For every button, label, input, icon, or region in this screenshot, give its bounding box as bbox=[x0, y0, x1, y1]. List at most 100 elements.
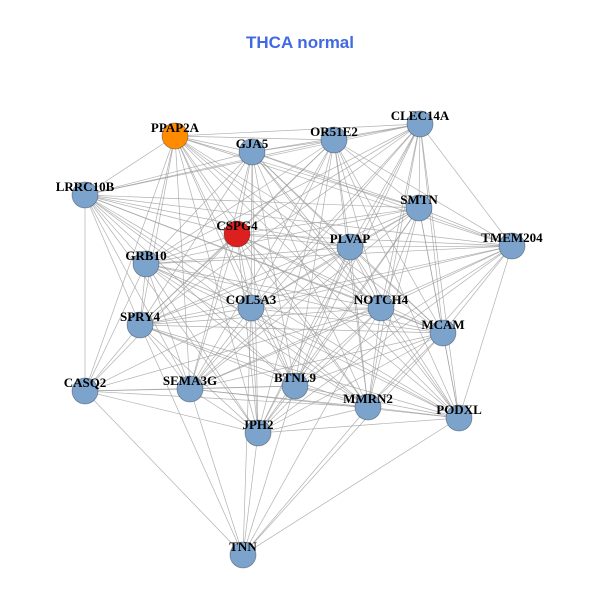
graph-edge bbox=[380, 307, 460, 419]
graph-edge bbox=[139, 324, 244, 556]
graph-edge bbox=[236, 233, 444, 334]
graph-edge bbox=[174, 135, 296, 387]
graph-edge bbox=[145, 123, 421, 265]
graph-edge bbox=[139, 135, 176, 326]
graph-edge bbox=[333, 139, 382, 309]
graph-edge bbox=[257, 245, 513, 434]
graph-edge bbox=[294, 332, 444, 387]
graph-edge bbox=[380, 245, 513, 309]
graph-node-label-sema3g: SEMA3G bbox=[163, 373, 217, 388]
graph-edge bbox=[189, 388, 259, 434]
graph-edge bbox=[419, 123, 444, 334]
graph-edge bbox=[139, 207, 420, 326]
graph-edge bbox=[442, 332, 460, 419]
graph-edge bbox=[418, 123, 421, 209]
graph-edge bbox=[145, 139, 335, 265]
graph-edge bbox=[236, 123, 421, 235]
graph-edge bbox=[242, 417, 460, 556]
graph-node-spry4 bbox=[126, 311, 154, 339]
graph-edge bbox=[257, 207, 420, 434]
graph-edge bbox=[139, 307, 252, 326]
graph-edge bbox=[250, 151, 253, 309]
graph-edge bbox=[418, 207, 513, 247]
graph-edge bbox=[145, 135, 176, 265]
graph-edge bbox=[257, 417, 460, 434]
graph-edge bbox=[145, 263, 444, 334]
graph-edge bbox=[84, 390, 369, 408]
graph-edge bbox=[242, 307, 382, 556]
graph-edge bbox=[174, 123, 421, 137]
graph-edge bbox=[236, 207, 420, 235]
graph-edge bbox=[349, 123, 421, 248]
graph-edge bbox=[139, 324, 369, 408]
graph-edge bbox=[250, 307, 296, 387]
graph-edge bbox=[139, 324, 191, 390]
graph-edge bbox=[174, 135, 420, 209]
graph-node-plvap bbox=[336, 233, 364, 261]
graph-edge bbox=[84, 135, 176, 392]
graph-edge bbox=[242, 432, 259, 556]
graph-edge bbox=[250, 307, 259, 434]
graph-edge bbox=[145, 263, 191, 390]
graph-edge bbox=[294, 307, 382, 387]
graph-node-casq2 bbox=[71, 377, 99, 405]
graph-edge bbox=[380, 207, 420, 309]
graph-edge bbox=[189, 207, 420, 390]
graph-node-sema3g bbox=[176, 375, 204, 403]
graph-edge bbox=[145, 263, 296, 387]
graph-node-label-notch4: NOTCH4 bbox=[354, 292, 409, 307]
graph-edge bbox=[349, 245, 513, 248]
graph-edge bbox=[236, 233, 259, 434]
graph-edge bbox=[145, 151, 253, 265]
graph-edge bbox=[333, 139, 351, 248]
graph-node-label-col5a3: COL5A3 bbox=[226, 292, 277, 307]
graph-edge bbox=[189, 332, 444, 390]
graph-edge bbox=[174, 135, 335, 141]
graph-edge bbox=[84, 194, 147, 265]
graph-node-col5a3 bbox=[237, 294, 265, 322]
graph-node-label-lrrc10b: LRRC10B bbox=[56, 179, 115, 194]
graph-edge bbox=[84, 194, 460, 419]
graph-edge bbox=[84, 151, 253, 196]
graph-edge bbox=[251, 151, 420, 209]
graph-edge bbox=[294, 245, 513, 387]
graph-node-label-podxl: PODXL bbox=[436, 402, 482, 417]
graph-edge bbox=[236, 151, 253, 235]
graph-edge bbox=[139, 246, 351, 326]
graph-node-label-or51e2: OR51E2 bbox=[310, 124, 358, 139]
graph-edge bbox=[458, 245, 513, 419]
graph-edge bbox=[84, 194, 238, 235]
graph-node-mcam bbox=[429, 319, 457, 347]
graph-edge bbox=[84, 233, 238, 392]
graph-node-clec14a bbox=[406, 110, 434, 138]
graph-node-tnn bbox=[229, 541, 257, 569]
graph-node-label-mcam: MCAM bbox=[421, 317, 464, 332]
graph-edge bbox=[84, 135, 176, 196]
graph-node-or51e2 bbox=[320, 126, 348, 154]
graph-edge bbox=[174, 135, 382, 309]
graph-edge bbox=[333, 123, 421, 141]
graph-node-tmem204 bbox=[498, 232, 526, 260]
graph-edge bbox=[174, 135, 369, 408]
graph-edge bbox=[349, 246, 460, 419]
graph-edge bbox=[250, 307, 369, 408]
graph-edge bbox=[145, 246, 351, 265]
graph-edge bbox=[174, 135, 253, 153]
graph-edge bbox=[84, 194, 191, 390]
graph-edge bbox=[189, 307, 382, 390]
graph-edge bbox=[257, 406, 369, 434]
graph-edge bbox=[250, 307, 460, 419]
graph-edge bbox=[333, 139, 369, 408]
graph-edge bbox=[84, 194, 252, 309]
graph-node-cspg4 bbox=[223, 220, 251, 248]
graph-edge bbox=[250, 245, 513, 309]
graph-edge bbox=[84, 194, 369, 408]
graph-edge bbox=[84, 194, 351, 248]
graph-node-label-grb10: GRB10 bbox=[125, 248, 166, 263]
graph-edge bbox=[145, 263, 259, 434]
graph-edge bbox=[242, 406, 369, 556]
graph-edge bbox=[174, 135, 238, 235]
graph-edge bbox=[294, 207, 420, 387]
graph-node-label-tnn: TNN bbox=[229, 539, 257, 554]
